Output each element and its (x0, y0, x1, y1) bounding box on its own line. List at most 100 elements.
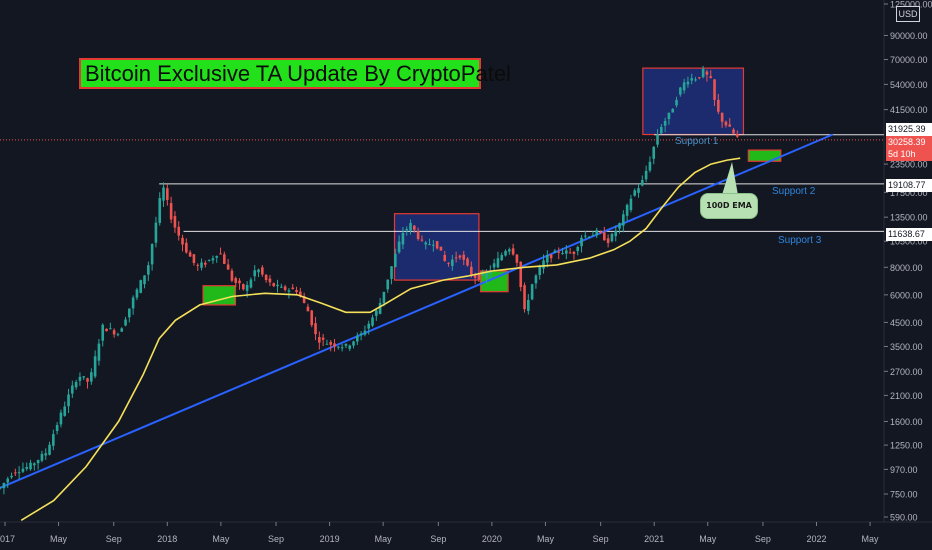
candle-body (576, 246, 580, 252)
candle-body (101, 324, 105, 341)
candle-body (21, 468, 25, 472)
candle-body (549, 254, 553, 259)
candle-body (196, 264, 200, 266)
candle-body (557, 251, 561, 253)
candle-body (211, 258, 215, 261)
candle-body (40, 453, 44, 461)
candle-body (238, 280, 241, 284)
candle-body (405, 228, 409, 231)
candle-body (109, 328, 112, 330)
candle-body (641, 180, 644, 186)
candle-body (477, 273, 481, 280)
candle-body (268, 278, 272, 283)
candle-body (162, 187, 165, 201)
price-tick-label: 2100.00 (890, 391, 923, 401)
candle-body (52, 434, 55, 446)
candle-body (443, 254, 447, 261)
price-tick-label: 2700.00 (890, 367, 923, 377)
candle-body (618, 223, 621, 229)
candle-body (538, 266, 542, 276)
price-tick-label: 6000.00 (890, 290, 923, 300)
price-tick-label: 970.00 (890, 465, 918, 475)
candle-body (116, 334, 120, 336)
candle-body (14, 472, 17, 474)
candle-body (500, 255, 504, 261)
time-axis[interactable]: 2017 May Sep 2018 May Sep 2019 May Sep 2020 May Sep… (0, 522, 879, 544)
candle-body (264, 274, 268, 281)
candle-body (713, 79, 716, 100)
candle-body (587, 236, 591, 238)
candle-body (515, 254, 519, 263)
candle-body (652, 146, 656, 159)
price-tick-label: 70000.00 (890, 55, 928, 65)
candle-body (188, 252, 192, 257)
candle-body (648, 161, 652, 171)
candle-body (93, 356, 97, 377)
candle-body (717, 99, 720, 112)
candle-body (546, 255, 549, 263)
price-axis[interactable]: 125000.00 90000.00 70000.00 54000.00 41500.0… (884, 0, 932, 523)
candle-body (378, 302, 382, 314)
candle-body (720, 112, 724, 122)
candle-body (261, 267, 264, 275)
price-tick-label: 13500.00 (890, 213, 928, 223)
price-tick-label: 1600.00 (890, 417, 923, 427)
candle-body (485, 272, 488, 279)
candle-body (245, 285, 249, 291)
candle-body (625, 204, 629, 216)
candle-body (82, 376, 86, 378)
candle-body (401, 232, 405, 245)
candle-body (667, 112, 671, 120)
candle-body (90, 372, 93, 382)
candle-body (534, 275, 538, 284)
support-1-price-tag: 31925.39 (886, 123, 932, 136)
candle-body (375, 310, 378, 316)
candle-body (295, 289, 298, 293)
candle-body (166, 188, 169, 200)
time-tick-label: Sep (593, 534, 609, 544)
candle-body (359, 333, 363, 336)
candle-body (637, 188, 640, 193)
candle-body (299, 291, 302, 297)
currency-badge[interactable]: USD (896, 6, 920, 22)
candle-body (397, 241, 401, 253)
candle-body (584, 235, 587, 237)
candle-body (139, 280, 143, 293)
candle-body (135, 289, 139, 298)
candle-body (473, 274, 477, 278)
candle-body (466, 258, 469, 266)
price-tick-label: 4500.00 (890, 318, 923, 328)
ema-100d-line (20, 157, 741, 521)
candle-body (333, 343, 336, 347)
candle-body (128, 308, 131, 318)
candle-body (519, 261, 523, 288)
candle-body (451, 259, 454, 266)
candle-body (694, 79, 697, 81)
buy-zone-2 (202, 285, 237, 306)
candle-body (606, 238, 610, 244)
candle-body (154, 222, 158, 243)
current-price-tag: 30258.39 (886, 136, 932, 149)
candle-body (428, 244, 431, 246)
candle-body (356, 335, 359, 342)
candle-body (565, 250, 568, 254)
candle-body (6, 478, 10, 483)
candle-body (416, 231, 420, 240)
resistance-zone-1 (642, 67, 745, 136)
candle-body (352, 341, 355, 346)
candle-body (25, 466, 29, 469)
candle-body (78, 376, 82, 381)
candle-body (0, 487, 2, 489)
candle-body (458, 255, 462, 258)
support-3-label: Support 3 (778, 235, 822, 246)
candle-body (226, 264, 230, 270)
candle-body (55, 425, 59, 432)
candle-body (207, 259, 211, 261)
candle-body (709, 76, 713, 78)
price-tick-label: 1250.00 (890, 441, 923, 451)
candle-body (169, 203, 173, 220)
candle-body (496, 258, 500, 268)
candle-body (420, 239, 424, 241)
time-tick-label: May (537, 534, 555, 544)
